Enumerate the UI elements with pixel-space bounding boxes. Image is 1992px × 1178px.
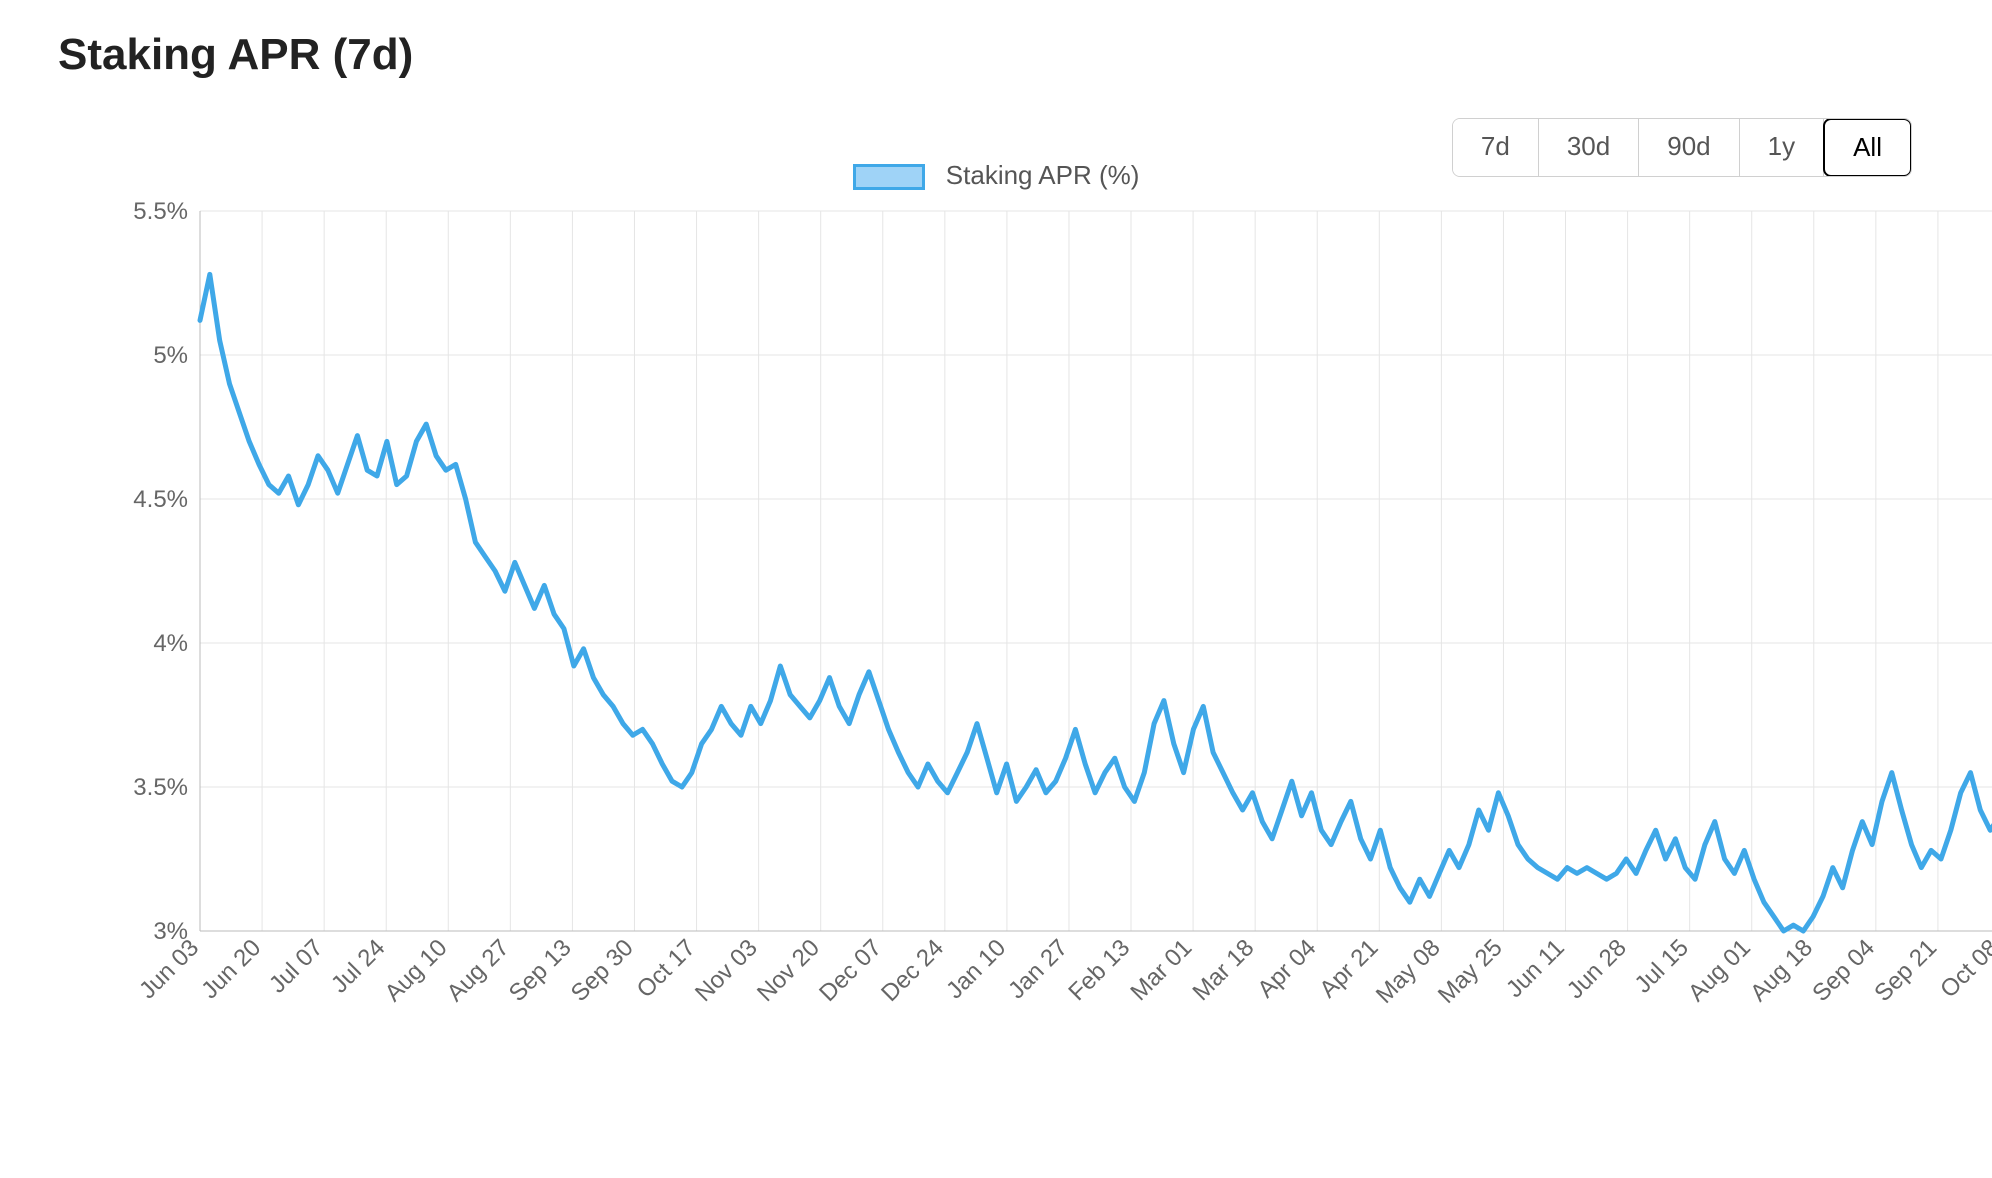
svg-text:Sep 21: Sep 21 (1869, 934, 1942, 1007)
chart-svg: 3%3.5%4%4.5%5%5.5%Jun 03Jun 20Jul 07Jul … (120, 201, 1992, 1091)
svg-text:Aug 27: Aug 27 (442, 934, 515, 1007)
svg-text:Mar 18: Mar 18 (1188, 934, 1260, 1006)
svg-text:Aug 01: Aug 01 (1683, 934, 1756, 1007)
range-tabs: 7d30d90d1yAll (1452, 118, 1912, 177)
chart-title: Staking APR (7d) (58, 30, 1942, 80)
svg-text:Feb 13: Feb 13 (1063, 934, 1135, 1006)
svg-text:Jun 11: Jun 11 (1501, 934, 1570, 1003)
svg-text:Jun 28: Jun 28 (1562, 934, 1632, 1004)
svg-text:5.5%: 5.5% (133, 201, 188, 225)
svg-text:Nov 20: Nov 20 (752, 934, 825, 1007)
series-line (200, 274, 1992, 931)
svg-text:Sep 30: Sep 30 (566, 934, 639, 1007)
svg-text:Jan 27: Jan 27 (1003, 934, 1073, 1004)
svg-text:Jun 20: Jun 20 (196, 934, 266, 1004)
svg-text:May 25: May 25 (1433, 934, 1508, 1009)
svg-text:Jul 07: Jul 07 (264, 934, 328, 998)
legend-swatch (853, 164, 925, 190)
svg-text:Sep 04: Sep 04 (1807, 934, 1880, 1007)
svg-text:Oct 17: Oct 17 (632, 934, 701, 1003)
chart-plot-area: 3%3.5%4%4.5%5%5.5%Jun 03Jun 20Jul 07Jul … (120, 201, 1942, 1091)
range-tab-30d[interactable]: 30d (1539, 119, 1639, 176)
svg-text:Mar 01: Mar 01 (1125, 934, 1197, 1006)
svg-text:May 08: May 08 (1371, 934, 1446, 1009)
legend-label: Staking APR (%) (946, 160, 1140, 190)
svg-text:5%: 5% (153, 342, 188, 369)
range-tab-7d[interactable]: 7d (1453, 119, 1539, 176)
svg-text:4%: 4% (153, 630, 188, 657)
svg-text:Jan 10: Jan 10 (941, 934, 1011, 1004)
svg-text:Oct 08: Oct 08 (1935, 934, 1992, 1003)
svg-text:Aug 18: Aug 18 (1745, 934, 1818, 1007)
svg-text:Sep 13: Sep 13 (504, 934, 577, 1007)
svg-text:Dec 07: Dec 07 (814, 934, 887, 1007)
svg-text:Aug 10: Aug 10 (380, 934, 453, 1007)
range-tab-1y[interactable]: 1y (1740, 119, 1824, 176)
range-tab-all[interactable]: All (1823, 118, 1912, 177)
svg-text:Dec 24: Dec 24 (876, 934, 949, 1007)
range-tab-90d[interactable]: 90d (1639, 119, 1739, 176)
svg-text:4.5%: 4.5% (133, 486, 188, 513)
svg-text:3.5%: 3.5% (133, 774, 188, 801)
svg-text:Nov 03: Nov 03 (690, 934, 763, 1007)
svg-text:Apr 04: Apr 04 (1252, 934, 1321, 1003)
